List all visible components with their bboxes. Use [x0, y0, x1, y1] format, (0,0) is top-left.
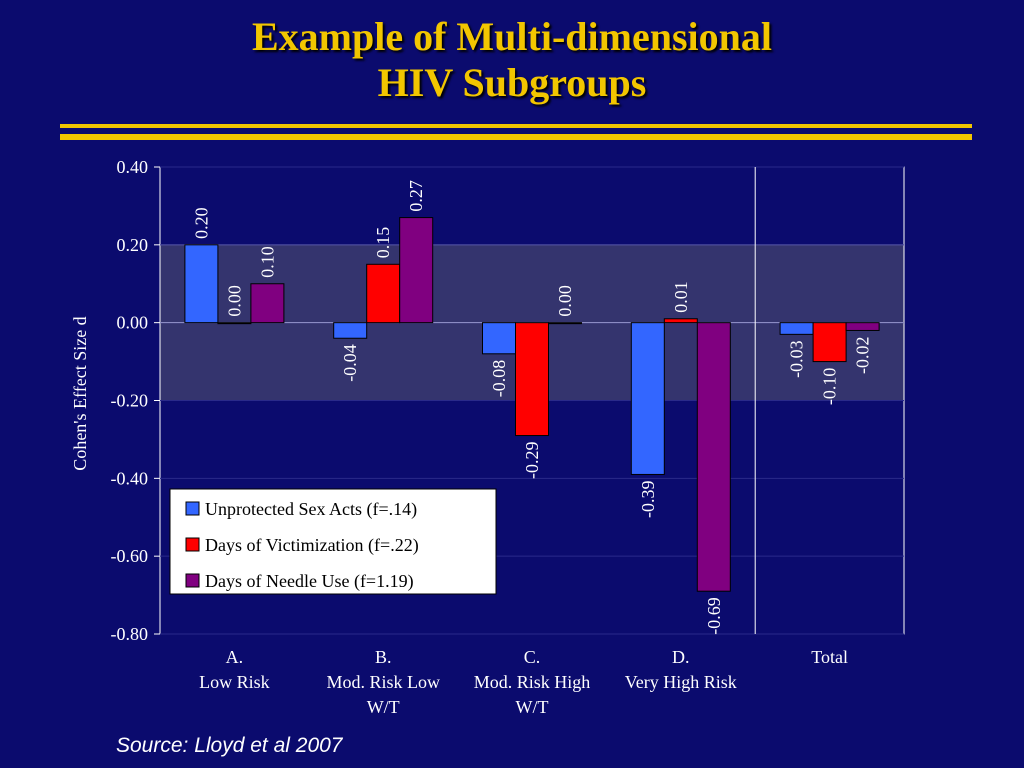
bar-2-1 — [399, 217, 434, 324]
legend-swatch-0 — [185, 501, 200, 516]
bar-1-0 — [217, 322, 252, 325]
legend-label-1: Days of Victimization (f=.22) — [205, 535, 419, 556]
bar-0-3 — [630, 322, 665, 475]
category-label: C. — [524, 647, 541, 667]
data-label-2-2: 0.00 — [555, 285, 575, 317]
data-label-0-4: -0.03 — [787, 340, 807, 378]
data-label-1-1: 0.15 — [373, 227, 393, 259]
bar-0-1 — [333, 322, 368, 339]
title-line-1: Example of Multi-dimensional — [251, 14, 773, 59]
data-label-0-2: -0.08 — [489, 360, 509, 398]
data-label-2-4: -0.02 — [853, 336, 873, 374]
data-label-2-0: 0.10 — [257, 246, 277, 278]
bar-0-4 — [779, 322, 814, 335]
category-label: W/T — [516, 697, 549, 717]
bar-0-2 — [482, 322, 516, 355]
data-label-1-0: 0.00 — [224, 285, 244, 317]
legend-box — [169, 488, 497, 595]
bar-2-3 — [696, 322, 731, 592]
y-axis-label: Cohen's Effect Size d — [70, 316, 90, 470]
bar-1-1 — [366, 263, 401, 324]
category-label: Low Risk — [199, 672, 270, 692]
data-label-1-3: 0.01 — [671, 281, 691, 313]
legend-swatch-1 — [185, 537, 200, 552]
legend-swatch-2 — [185, 573, 200, 588]
title-rule-thick — [60, 134, 972, 140]
bar-2-2 — [548, 322, 582, 325]
category-label: B. — [375, 647, 392, 667]
bar-2-0 — [250, 283, 285, 324]
category-label: Mod. Risk Low — [326, 672, 440, 692]
bar-2-4 — [845, 322, 880, 331]
data-label-0-3: -0.39 — [638, 480, 658, 517]
source-citation: Source: Lloyd et al 2007 — [116, 734, 343, 757]
bar-1-4 — [812, 322, 847, 363]
data-label-0-0: 0.20 — [191, 207, 211, 239]
y-tick-label: 0.40 — [117, 157, 149, 177]
category-label: D. — [672, 647, 690, 667]
y-tick-label: -0.80 — [111, 624, 149, 644]
y-tick-label: -0.40 — [111, 468, 149, 488]
category-label: W/T — [367, 697, 400, 717]
category-label: Mod. Risk High — [474, 672, 591, 692]
category-label: Total — [811, 647, 848, 667]
y-tick-label: 0.00 — [117, 313, 149, 333]
bar-0-0 — [184, 244, 219, 324]
y-tick-label: -0.20 — [111, 391, 149, 411]
bar-1-2 — [515, 322, 549, 437]
category-label: A. — [226, 647, 244, 667]
legend-label-2: Days of Needle Use (f=1.19) — [205, 571, 414, 592]
y-tick-label: 0.20 — [117, 235, 149, 255]
data-label-2-1: 0.27 — [406, 180, 426, 212]
y-tick-label: -0.60 — [111, 546, 149, 566]
legend: Unprotected Sex Acts (f=.14) Days of Vict… — [169, 488, 497, 595]
data-label-2-3: -0.69 — [704, 597, 724, 635]
data-label-1-2: -0.29 — [522, 442, 542, 480]
category-label: Very High Risk — [625, 672, 737, 692]
slide-title: Example of Multi-dimensional HIV Subgrou… — [0, 14, 1024, 106]
title-rule-thin — [60, 124, 972, 128]
title-line-2: HIV Subgroups — [377, 60, 647, 105]
bar-1-3 — [663, 318, 698, 324]
legend-label-0: Unprotected Sex Acts (f=.14) — [205, 499, 417, 520]
data-label-1-4: -0.10 — [820, 368, 840, 406]
data-label-0-1: -0.04 — [340, 344, 360, 382]
